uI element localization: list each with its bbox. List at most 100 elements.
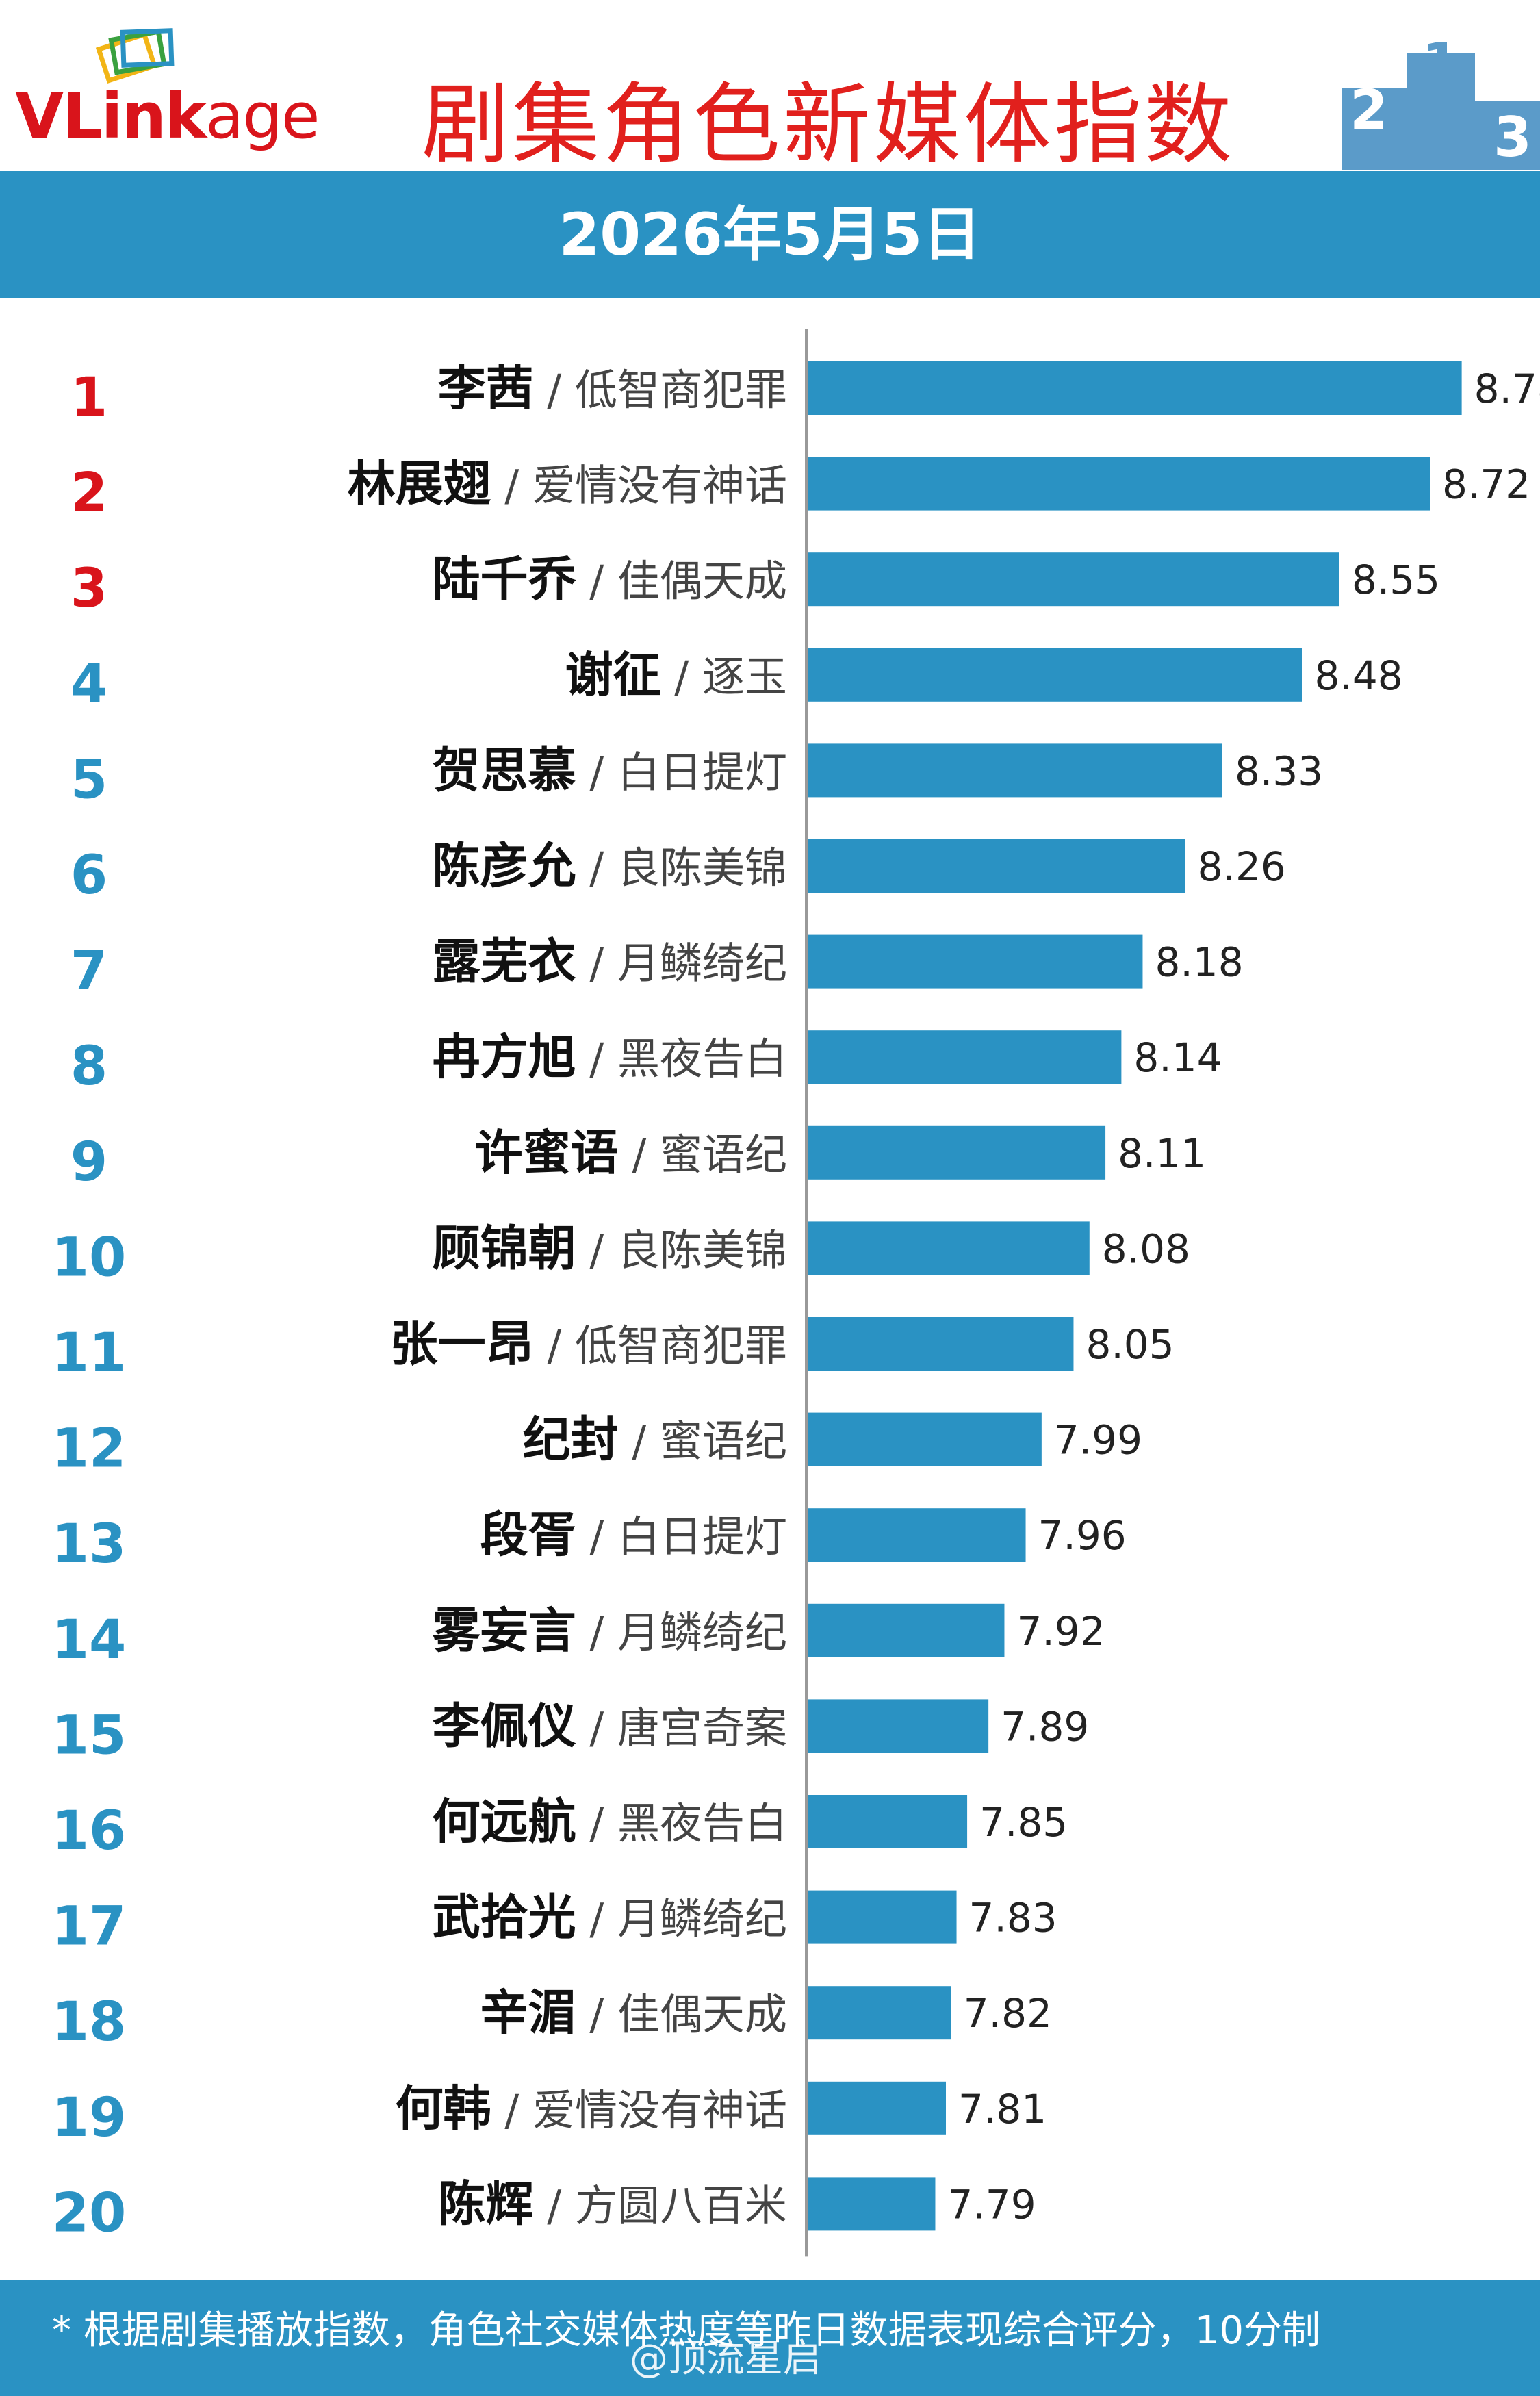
character-name: 李佩仪 xyxy=(433,1698,576,1754)
separator: / xyxy=(491,2085,532,2135)
rank-label: 4 xyxy=(70,654,107,715)
value-label: 8.14 xyxy=(1133,1034,1222,1081)
drama-title: 爱情没有神话 xyxy=(532,461,787,511)
footnote: * 根据剧集播放指数，角色社交媒体热度等昨日数据表现综合评分，10分制 xyxy=(52,2308,1321,2353)
podium-digit-3: 3 xyxy=(1493,105,1532,169)
bar xyxy=(808,361,1462,415)
value-label: 8.48 xyxy=(1315,652,1403,699)
separator: / xyxy=(576,1607,617,1657)
drama-title: 方圆八百米 xyxy=(575,2180,787,2230)
character-name: 武拾光 xyxy=(433,1889,576,1946)
value-label: 7.79 xyxy=(947,2181,1036,2228)
value-label: 8.11 xyxy=(1118,1130,1206,1177)
category-label: 张一昂 / 低智商犯罪 xyxy=(390,1316,787,1372)
bar xyxy=(808,2177,936,2231)
character-name: 露芜衣 xyxy=(433,934,576,990)
drama-title: 月鳞绮纪 xyxy=(617,1607,787,1657)
brand-light: age xyxy=(205,79,320,153)
drama-title: 唐宫奇案 xyxy=(617,1703,787,1753)
character-name: 许蜜语 xyxy=(475,1125,619,1181)
bar xyxy=(808,1986,951,2040)
page-title: 剧集角色新媒体指数 xyxy=(421,74,1235,176)
value-label: 7.99 xyxy=(1054,1417,1142,1464)
category-label: 冉方旭 / 黑夜告白 xyxy=(433,1029,787,1085)
category-label: 陈辉 / 方圆八百米 xyxy=(438,2176,787,2232)
bar xyxy=(808,1699,989,1753)
separator: / xyxy=(534,365,575,415)
character-name: 陆千乔 xyxy=(433,551,577,607)
footer-band: * 根据剧集播放指数，角色社交媒体热度等昨日数据表现综合评分，10分制 @顶流星… xyxy=(0,2280,1540,2396)
separator: / xyxy=(576,556,617,606)
separator: / xyxy=(576,1894,617,1944)
drama-title: 蜜语纪 xyxy=(660,1130,787,1180)
drama-title: 佳偶天成 xyxy=(617,1989,787,2039)
rank-label: 16 xyxy=(52,1800,127,1862)
drama-title: 月鳞绮纪 xyxy=(617,1894,787,1944)
character-name: 张一昂 xyxy=(390,1316,534,1372)
separator: / xyxy=(534,1321,575,1371)
drama-title: 蜜语纪 xyxy=(660,1416,787,1466)
rank-label: 14 xyxy=(52,1609,127,1671)
bar xyxy=(808,552,1339,607)
separator: / xyxy=(619,1130,660,1180)
separator: / xyxy=(619,1416,660,1466)
bar xyxy=(808,1890,957,1944)
drama-title: 良陈美锦 xyxy=(617,1225,787,1275)
drama-title: 黑夜告白 xyxy=(617,1798,787,1848)
brand-wordmark: VLinkage xyxy=(15,79,320,153)
category-label: 何韩 / 爱情没有神话 xyxy=(396,2080,787,2137)
category-label: 顾锦朝 / 良陈美锦 xyxy=(433,1220,787,1276)
drama-title: 低智商犯罪 xyxy=(575,365,787,415)
category-label: 谢征 / 逐玉 xyxy=(565,647,787,703)
category-label: 陈彦允 / 良陈美锦 xyxy=(433,838,787,894)
value-label: 7.81 xyxy=(958,2086,1047,2132)
watermark: @顶流星启 xyxy=(630,2336,821,2381)
value-label: 7.83 xyxy=(969,1895,1057,1941)
character-name: 冉方旭 xyxy=(433,1029,576,1085)
bar xyxy=(808,457,1430,511)
rank-label: 17 xyxy=(52,1896,127,1958)
rank-label: 8 xyxy=(70,1036,107,1097)
value-label: 8.08 xyxy=(1102,1225,1190,1272)
bar xyxy=(808,648,1302,702)
rank-label: 2 xyxy=(70,463,107,524)
rank-label: 15 xyxy=(52,1705,127,1766)
character-name: 顾锦朝 xyxy=(433,1220,576,1276)
character-name: 段胥 xyxy=(480,1507,576,1563)
bar xyxy=(808,2081,946,2135)
category-label: 李茜 / 低智商犯罪 xyxy=(438,360,787,416)
value-label: 8.78 xyxy=(1474,366,1540,412)
bar xyxy=(808,1508,1026,1562)
bar xyxy=(808,1795,968,1848)
category-label: 段胥 / 白日提灯 xyxy=(480,1507,787,1563)
value-label: 7.92 xyxy=(1016,1608,1105,1655)
rank-label: 7 xyxy=(70,941,107,1002)
character-name: 陈辉 xyxy=(438,2176,534,2232)
drama-title: 佳偶天成 xyxy=(617,556,787,606)
character-name: 何远航 xyxy=(433,1794,576,1850)
brand-bold: VLink xyxy=(15,79,207,153)
bar xyxy=(808,1030,1122,1084)
value-label: 8.26 xyxy=(1198,843,1286,890)
separator: / xyxy=(661,652,702,702)
rank-label: 10 xyxy=(52,1227,127,1288)
drama-title: 良陈美锦 xyxy=(617,843,787,893)
drama-title: 白日提灯 xyxy=(617,1512,787,1562)
character-name: 李茜 xyxy=(438,360,534,416)
value-label: 7.85 xyxy=(979,1799,1068,1846)
drama-title: 爱情没有神话 xyxy=(532,2085,787,2135)
rank-label: 6 xyxy=(70,845,107,906)
podium-icon: 2 1 3 xyxy=(1342,26,1540,170)
character-name: 谢征 xyxy=(565,647,661,703)
separator: / xyxy=(576,1512,617,1562)
bar xyxy=(808,934,1143,989)
bar xyxy=(808,743,1222,798)
rank-label: 5 xyxy=(70,749,107,811)
separator: / xyxy=(534,2180,575,2230)
rank-label: 1 xyxy=(70,367,107,429)
drama-title: 低智商犯罪 xyxy=(575,1321,787,1371)
character-name: 纪封 xyxy=(523,1412,619,1468)
drama-title: 白日提灯 xyxy=(617,747,787,797)
separator: / xyxy=(576,1225,617,1275)
